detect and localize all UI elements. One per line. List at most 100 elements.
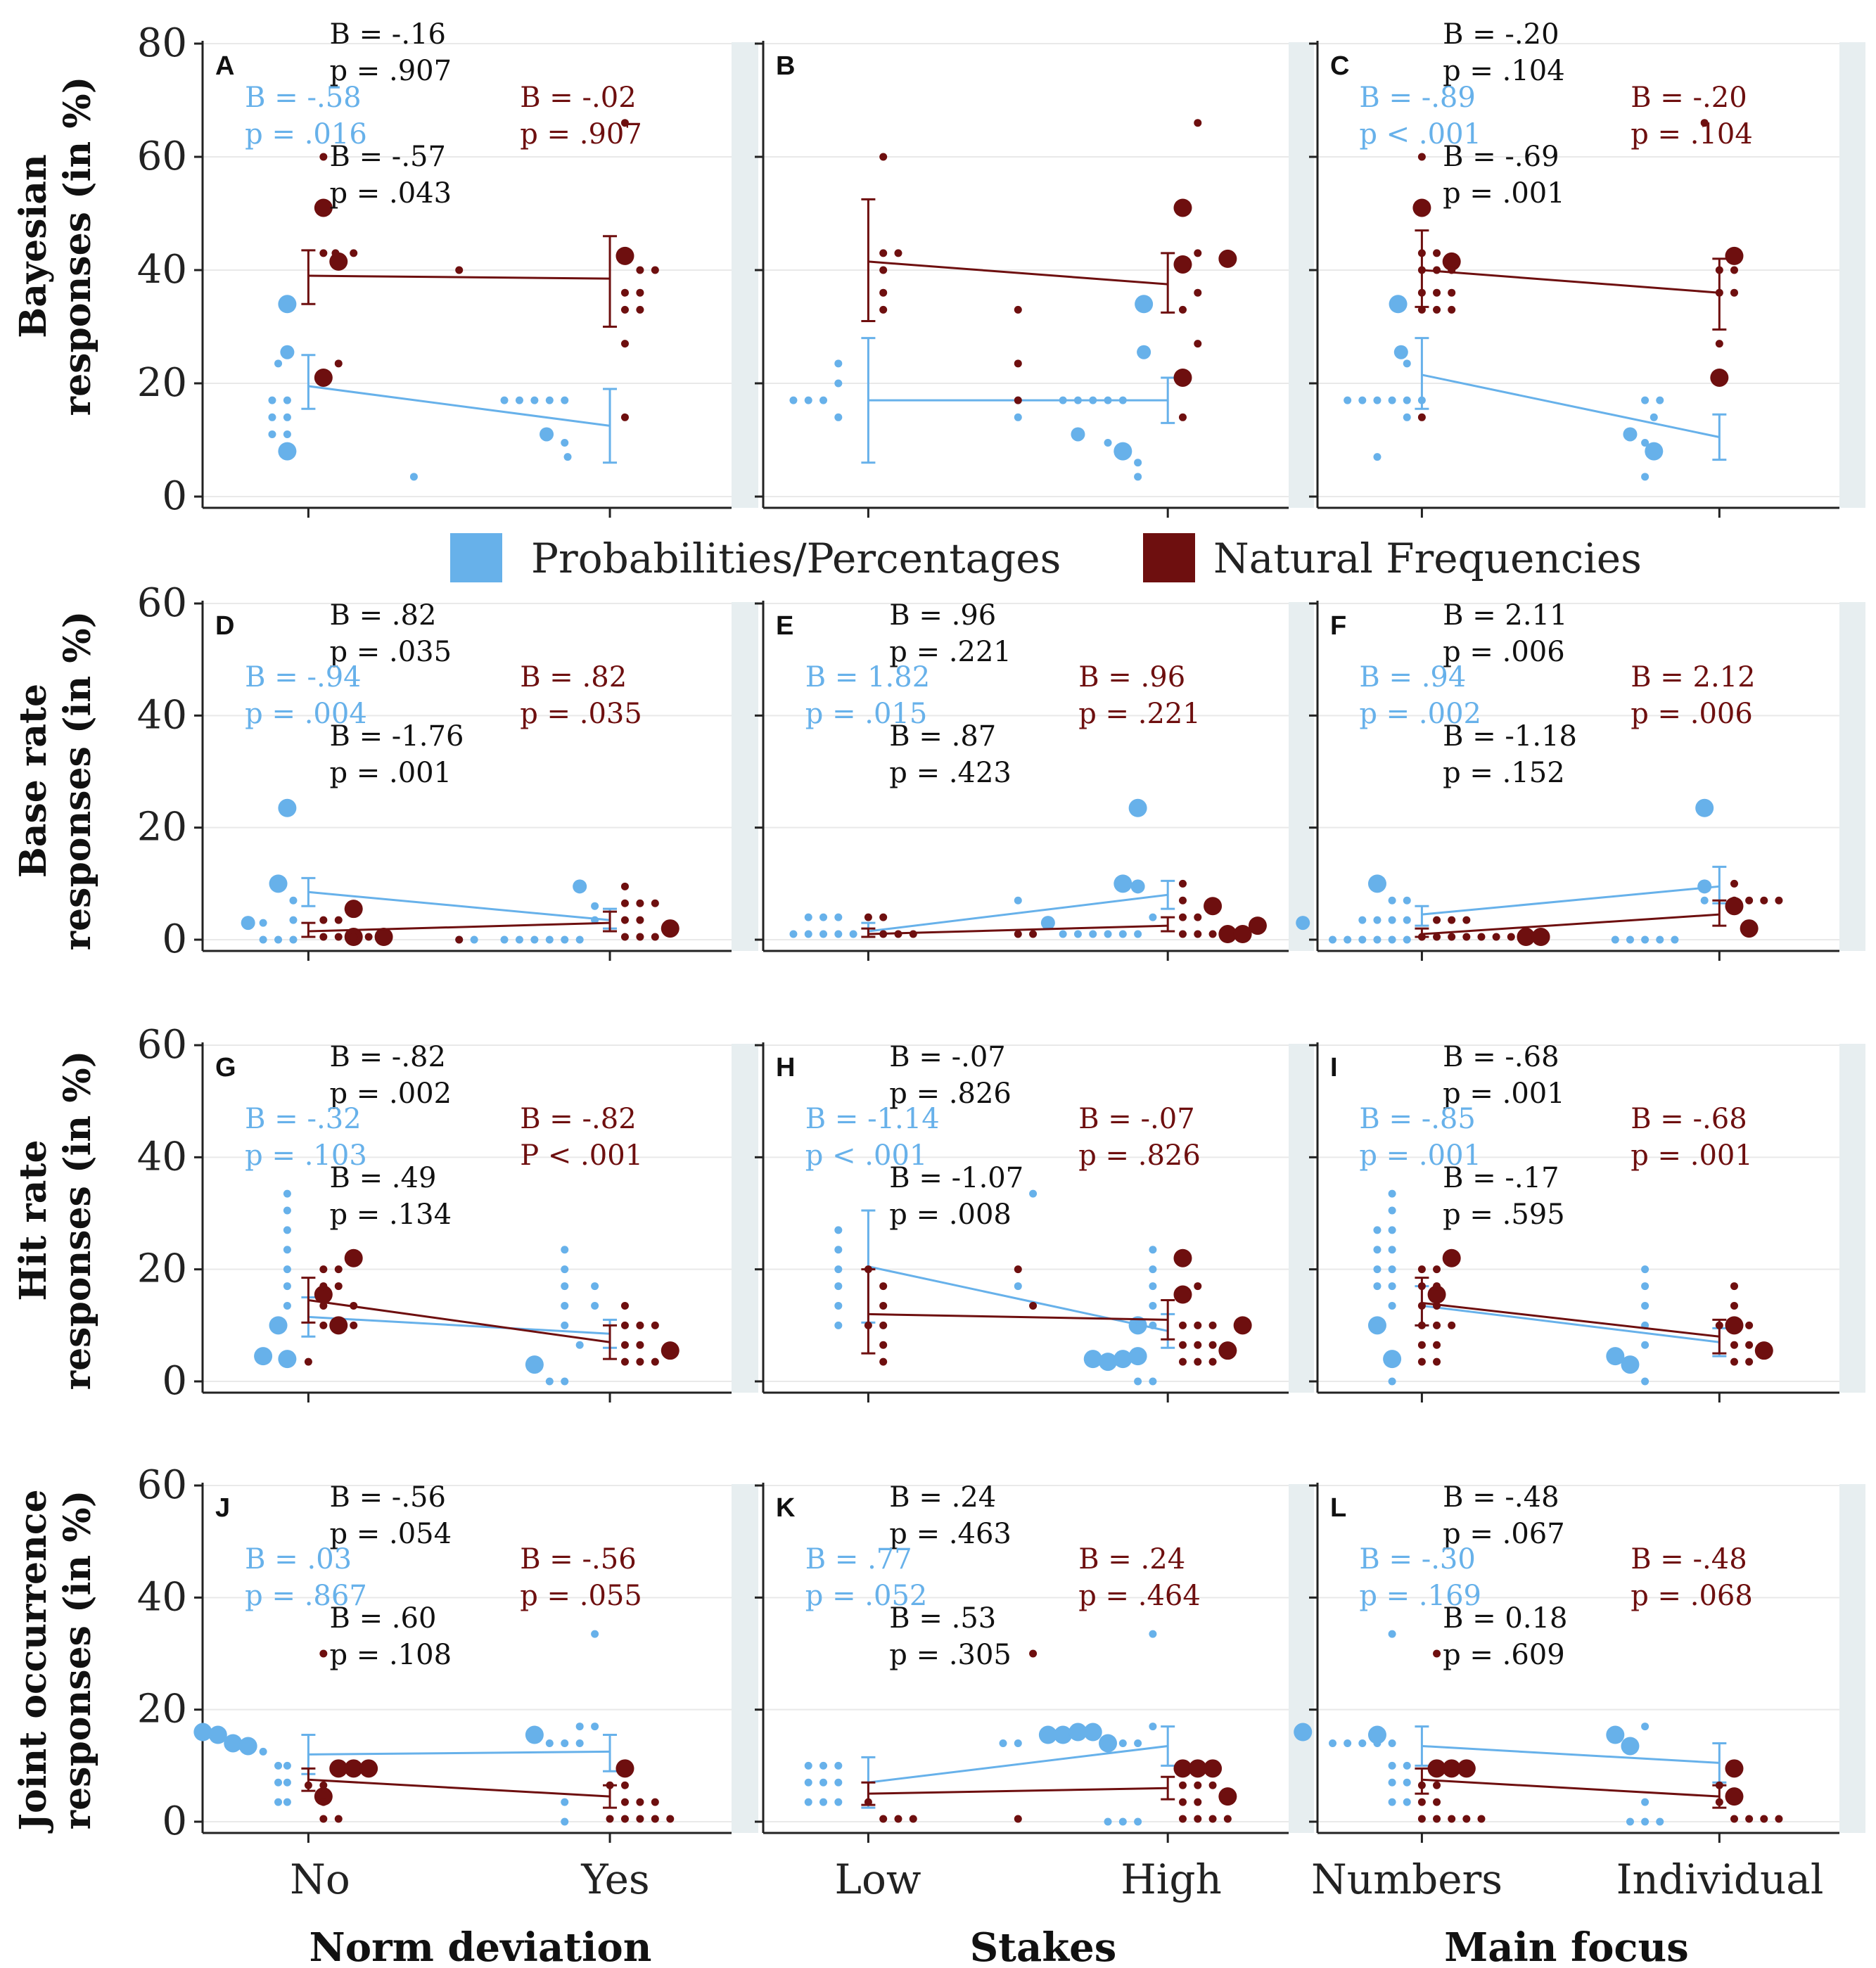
x-category-no: No (290, 1855, 350, 1903)
data-point (1223, 1815, 1232, 1823)
data-point (269, 874, 288, 893)
data-point (1730, 879, 1738, 888)
mean-line (308, 1298, 611, 1343)
data-point (819, 930, 828, 938)
data-point (894, 1815, 902, 1823)
data-point (334, 1815, 343, 1823)
data-point (834, 1798, 843, 1806)
annotation-top-line2: p = .006 (1443, 636, 1565, 668)
data-point (651, 1798, 659, 1806)
data-point (804, 1798, 812, 1806)
data-point (1433, 916, 1441, 924)
data-point (636, 288, 644, 297)
data-point (1204, 897, 1223, 916)
data-point (1194, 340, 1202, 348)
annotation-mid-line1: B = -1.76 (329, 720, 464, 753)
annotation-top-line2: p = .054 (329, 1518, 452, 1550)
annotation-top-line2: p = .001 (1443, 1078, 1565, 1110)
annotation-probabilities-line1: B = 1.82 (805, 661, 930, 694)
data-point (804, 930, 812, 938)
series-natural-frequencies (1415, 1649, 1783, 1823)
annotation-top-line1: B = -.16 (329, 18, 445, 51)
data-point (1388, 1189, 1396, 1198)
data-point (834, 379, 843, 388)
data-point (545, 396, 554, 404)
annotation-probabilities-line2: p = .002 (1359, 698, 1481, 730)
data-point (561, 1739, 569, 1747)
data-point (1137, 345, 1151, 359)
data-point (500, 396, 509, 404)
data-point (1448, 1321, 1456, 1329)
data-point (1433, 1341, 1441, 1349)
data-point (319, 916, 328, 924)
data-point (651, 933, 659, 941)
data-point (1367, 1316, 1386, 1335)
panel-letter: A (215, 51, 234, 81)
data-point (364, 933, 373, 941)
data-point (1403, 916, 1411, 924)
data-point (1358, 1739, 1367, 1747)
data-point (278, 798, 297, 817)
y-tick-label: 60 (137, 134, 187, 179)
y-tick-label: 0 (162, 1358, 187, 1404)
annotation-natural-frequencies-line1: B = -.48 (1631, 1543, 1747, 1576)
annotation-natural-frequencies-line2: p = .907 (520, 118, 642, 151)
data-point (470, 935, 478, 944)
x-category-numbers: Numbers (1311, 1855, 1502, 1903)
annotation-top-line2: p = .035 (329, 636, 452, 668)
data-point (1531, 928, 1550, 947)
data-point (879, 1301, 888, 1310)
data-point (319, 1815, 328, 1823)
annotation-natural-frequencies-line1: B = 2.12 (1631, 661, 1755, 694)
data-point (1059, 930, 1067, 938)
mean-line (1422, 885, 1720, 916)
annotation-probabilities-line1: B = .03 (245, 1543, 352, 1576)
panel-gutter (1289, 1044, 1314, 1393)
data-point (620, 916, 629, 924)
data-point (1178, 305, 1187, 314)
data-point (1697, 879, 1712, 894)
data-point (1194, 930, 1202, 938)
data-point (500, 935, 509, 944)
data-point (1073, 930, 1082, 938)
data-point (1029, 1189, 1038, 1198)
data-point (1194, 288, 1202, 297)
data-point (1134, 1377, 1142, 1386)
data-point (615, 1759, 634, 1778)
data-point (591, 902, 599, 910)
series-probabilities (1344, 295, 1727, 481)
data-point (1099, 1734, 1118, 1753)
panel-gutter (1839, 1484, 1865, 1833)
data-point (1740, 919, 1759, 938)
data-point (1417, 153, 1426, 161)
data-point (1194, 1798, 1202, 1806)
data-point (561, 396, 569, 404)
data-point (561, 1301, 569, 1310)
data-point (615, 246, 634, 265)
data-point (1775, 1815, 1783, 1823)
data-point (1014, 930, 1022, 938)
data-point (530, 935, 539, 944)
mean-line (308, 890, 611, 921)
data-point (1208, 1781, 1217, 1789)
data-point (274, 1778, 283, 1787)
data-point (1641, 1377, 1650, 1386)
data-point (304, 1357, 312, 1366)
annotation-probabilities-line2: p < .001 (805, 1139, 928, 1172)
panel-letter: I (1330, 1053, 1338, 1082)
data-point (1730, 1282, 1738, 1291)
data-point (1178, 896, 1187, 905)
annotation-probabilities-line2: p = .015 (805, 698, 928, 730)
annotation-top-line2: p = .463 (889, 1518, 1012, 1550)
y-tick-label: 60 (137, 580, 187, 626)
data-point (1671, 935, 1679, 944)
row-label-joint-line2: responses (in %) (56, 1490, 99, 1830)
data-point (350, 933, 358, 941)
data-point (319, 1798, 328, 1806)
data-point (1745, 1815, 1754, 1823)
data-point (1388, 396, 1396, 404)
data-point (834, 1761, 843, 1770)
data-point (834, 413, 843, 421)
data-point (1014, 359, 1022, 368)
